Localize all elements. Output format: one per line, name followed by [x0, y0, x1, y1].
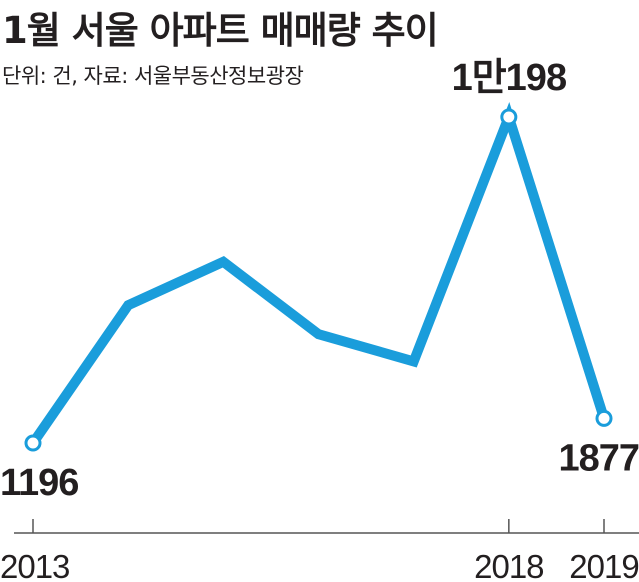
data-point — [595, 409, 613, 427]
data-label: 1만198 — [452, 57, 567, 99]
x-tick-label: 2019 — [569, 548, 638, 582]
data-label: 1196 — [0, 462, 78, 504]
chart-title: 1월 서울 아파트 매매량 추이 — [2, 9, 439, 52]
data-labels: 1196 1만198 1877 — [0, 57, 639, 504]
series-line — [28, 101, 609, 446]
x-tick-label: 2013 — [0, 548, 69, 582]
x-tick-label: 2018 — [474, 548, 543, 582]
data-point — [24, 434, 42, 452]
data-label: 1877 — [558, 437, 639, 479]
data-point — [500, 108, 518, 126]
chart-subtitle: 단위: 건, 자료: 서울부동산정보광장 — [2, 64, 304, 88]
data-points — [24, 108, 613, 452]
x-axis: 2013 2018 2019 — [0, 519, 639, 582]
series-lines — [28, 101, 609, 446]
